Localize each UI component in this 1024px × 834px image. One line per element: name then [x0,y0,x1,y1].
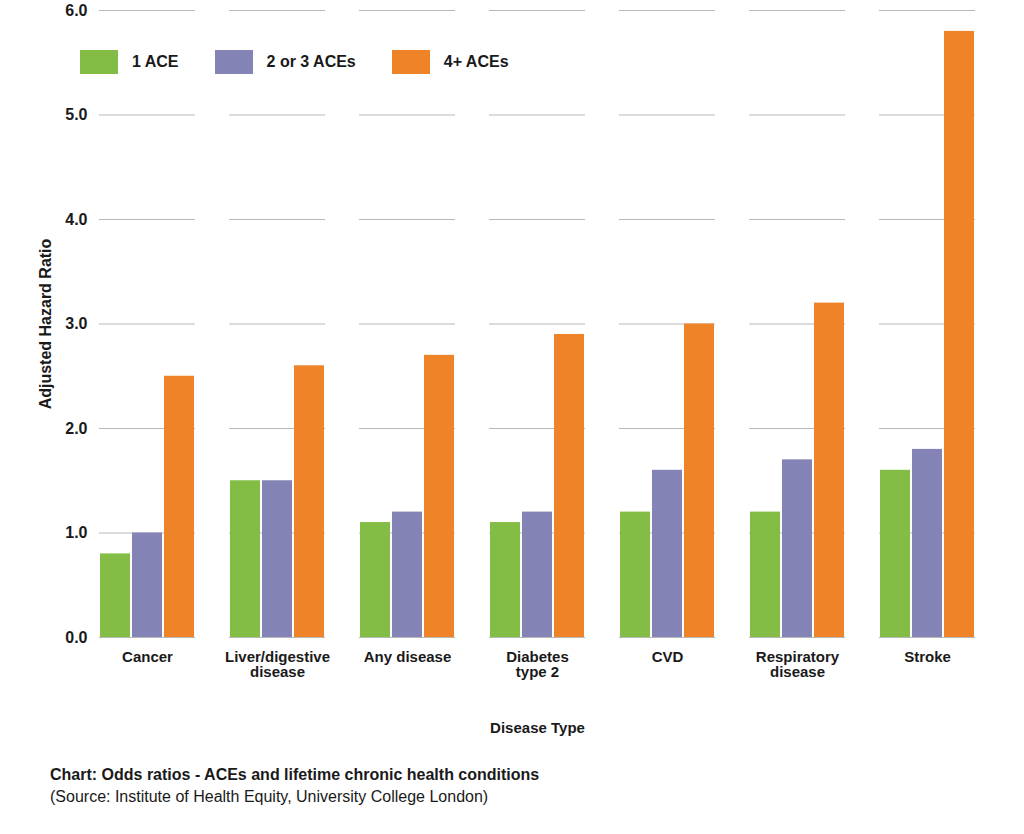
svg-text:3.0: 3.0 [65,315,87,332]
svg-text:1.0: 1.0 [65,524,87,541]
svg-text:Liver/digestivedisease: Liver/digestivedisease [225,648,330,680]
svg-text:0.0: 0.0 [65,629,87,646]
svg-text:Cancer: Cancer [122,648,173,665]
svg-text:6.0: 6.0 [65,2,87,19]
svg-text:5.0: 5.0 [65,106,87,123]
svg-text:Adjusted Hazard Ratio: Adjusted Hazard Ratio [37,238,54,409]
svg-text:4.0: 4.0 [65,211,87,228]
html-text:2 or 3 ACEs: 2 or 3 ACEs [266,53,356,70]
svg-text:Stroke: Stroke [904,648,951,665]
svg-text:Respiratorydisease: Respiratorydisease [756,648,840,680]
html-text:Chart: Odds ratios - ACEs and: Chart: Odds ratios - ACEs and lifetime c… [50,766,540,783]
html-text:4+ ACEs: 4+ ACEs [443,53,509,70]
html-text:(Source: Institute of Health E: (Source: Institute of Health Equity, Uni… [50,788,489,805]
svg-text:2.0: 2.0 [65,420,87,437]
html-text:1 ACE: 1 ACE [132,53,179,70]
svg-text:Disease Type: Disease Type [490,719,585,736]
svg-text:Diabetestype 2: Diabetestype 2 [506,648,569,680]
svg-text:CVD: CVD [652,648,684,665]
svg-text:Any disease: Any disease [364,648,452,665]
